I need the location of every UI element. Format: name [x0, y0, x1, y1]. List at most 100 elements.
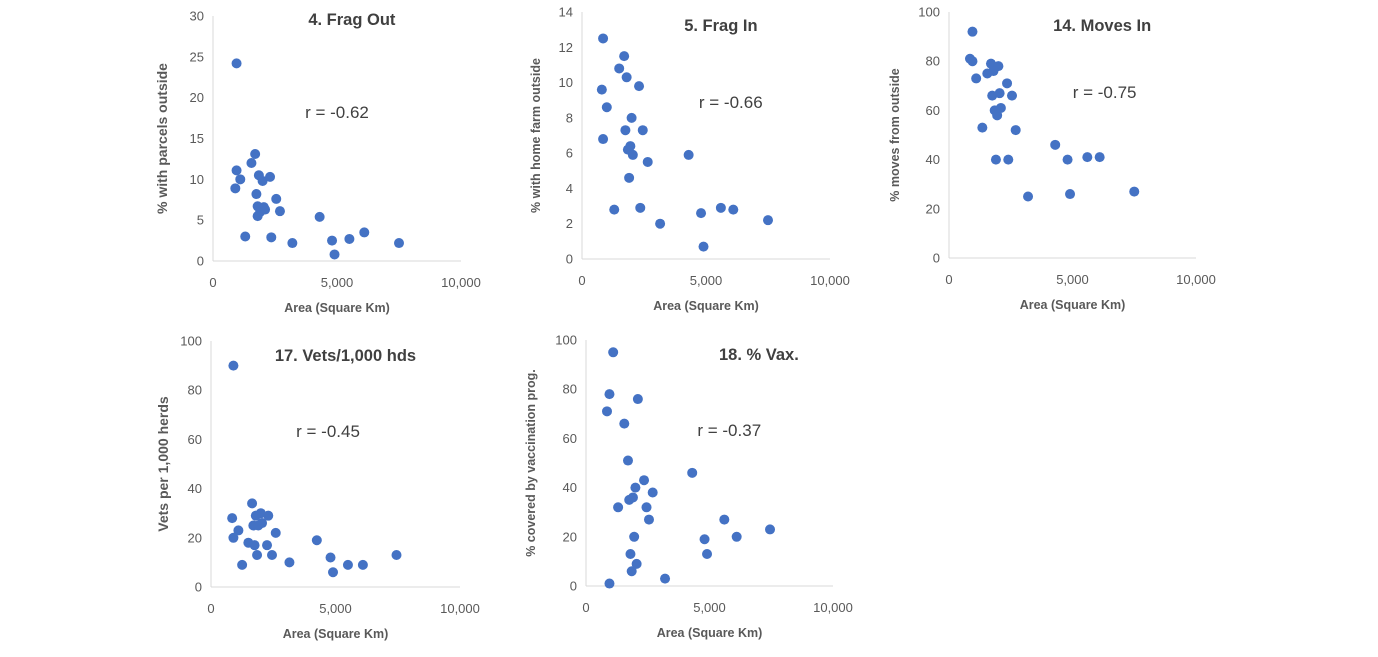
data-point: [763, 215, 773, 226]
x-tick-label: 0: [578, 273, 585, 288]
data-point: [619, 51, 630, 62]
data-point: [394, 238, 404, 249]
data-point: [311, 535, 322, 546]
y-tick-label: 15: [190, 131, 204, 146]
data-point: [1094, 152, 1105, 163]
data-point: [624, 172, 635, 183]
y-axis-label: Vets per 1,000 herds: [155, 396, 171, 532]
data-point: [250, 149, 261, 160]
data-point: [622, 455, 633, 466]
x-axis-label: Area (Square Km): [657, 626, 763, 640]
x-tick-label: 10,000: [813, 600, 853, 615]
chart-title: 4. Frag Out: [308, 11, 396, 29]
data-point: [990, 154, 1001, 165]
x-tick-label: 0: [945, 272, 952, 287]
y-tick-label: 0: [195, 580, 202, 595]
data-point: [235, 174, 246, 185]
data-point: [625, 141, 636, 152]
data-point: [715, 202, 726, 213]
data-point: [627, 149, 638, 160]
data-point: [731, 531, 742, 542]
x-tick-label: 5,000: [319, 601, 352, 616]
data-point: [329, 249, 340, 260]
data-point: [231, 58, 242, 69]
y-tick-label: 25: [190, 49, 204, 64]
y-tick-label: 100: [918, 5, 940, 20]
x-tick-label: 0: [207, 601, 214, 616]
chart-title: 5. Frag In: [684, 17, 757, 35]
data-point: [328, 567, 339, 578]
data-point: [230, 183, 241, 194]
data-point: [699, 534, 710, 545]
data-point: [342, 559, 353, 570]
data-point: [609, 204, 620, 215]
data-point: [246, 158, 257, 168]
x-tick-label: 0: [582, 600, 589, 615]
data-point: [642, 156, 653, 167]
data-point: [391, 550, 402, 561]
data-point: [1003, 154, 1014, 165]
data-point: [263, 510, 274, 521]
data-point: [993, 61, 1004, 72]
x-tick-label: 5,000: [321, 275, 354, 290]
data-point: [604, 389, 615, 400]
chart-moves-in: 0 20 40 60 80 100 0 5,000 10,000 Area (Square Km)…: [888, 5, 1216, 313]
x-axis-label: Area (Square Km): [283, 627, 389, 641]
data-point: [1010, 125, 1021, 136]
data-point: [613, 502, 624, 513]
y-tick-label: 0: [566, 252, 573, 267]
data-point: [601, 102, 612, 113]
x-tick-label: 10,000: [440, 601, 480, 616]
chart-frag-out: 0 5 10 15 20 25 30 0 5,000 10,000 Area (Square Km)…: [154, 9, 481, 316]
data-point: [596, 84, 607, 95]
data-point: [1006, 90, 1017, 101]
data-point: [267, 550, 278, 561]
data-point: [632, 394, 643, 405]
x-tick-label: 10,000: [1176, 272, 1216, 287]
data-point: [228, 360, 239, 371]
data-point: [274, 206, 285, 217]
y-tick-label: 10: [190, 172, 204, 187]
data-point: [598, 134, 609, 145]
data-point: [647, 487, 658, 498]
data-point: [698, 241, 709, 252]
x-tick-label: 10,000: [441, 275, 481, 290]
data-point: [977, 122, 988, 133]
y-axis-label: % with home farm outside: [529, 58, 543, 213]
y-tick-label: 20: [190, 90, 204, 105]
y-tick-label: 0: [570, 579, 577, 594]
chart-title: 14. Moves In: [1053, 17, 1151, 35]
y-tick-label: 20: [926, 201, 940, 216]
y-axis-label: % with parcels outside: [154, 63, 170, 214]
data-point: [284, 557, 295, 568]
data-point: [660, 573, 671, 584]
data-point: [614, 63, 625, 74]
data-point: [604, 578, 615, 589]
data-point: [1050, 139, 1061, 150]
data-point: [702, 549, 713, 560]
correlation-annotation: r = -0.45: [296, 422, 360, 441]
data-point: [967, 26, 978, 37]
data-point: [995, 102, 1006, 113]
data-point: [719, 514, 730, 525]
data-point: [233, 525, 244, 536]
correlation-annotation: r = -0.75: [1073, 83, 1137, 102]
data-point: [270, 527, 281, 538]
x-axis-label: Area (Square Km): [1020, 298, 1126, 312]
data-point: [249, 540, 260, 551]
data-point: [257, 175, 268, 186]
data-point: [260, 204, 271, 215]
data-point: [228, 532, 239, 543]
data-point: [240, 231, 251, 242]
data-point: [359, 227, 370, 238]
chart-vaccination: 0 20 40 60 80 100 0 5,000 10,000 Area (Square Km)…: [524, 333, 853, 641]
data-point: [626, 566, 637, 577]
x-axis-label: Area (Square Km): [653, 299, 759, 313]
x-tick-label: 0: [209, 275, 216, 290]
data-point: [265, 171, 276, 182]
data-point: [601, 406, 612, 417]
y-tick-label: 6: [566, 146, 573, 161]
data-point: [625, 549, 636, 560]
x-axis-label: Area (Square Km): [284, 301, 390, 315]
